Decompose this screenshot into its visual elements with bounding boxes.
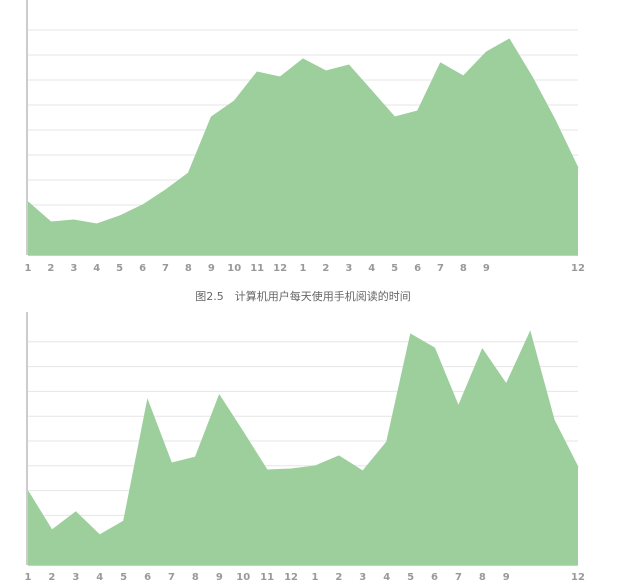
area-fill (28, 39, 578, 255)
x-tick-label: 7 (162, 263, 169, 274)
x-tick-label: 9 (503, 572, 510, 583)
x-tick-label: 3 (72, 572, 79, 583)
x-tick-label: 9 (483, 263, 490, 274)
x-tick-label: 6 (139, 263, 146, 274)
x-tick-label: 5 (116, 263, 123, 274)
area-line (27, 330, 579, 536)
x-tick-label: 6 (431, 572, 438, 583)
x-tick-label: 9 (208, 263, 215, 274)
x-tick-label: 5 (120, 572, 127, 583)
x-tick-label: 8 (479, 572, 486, 583)
x-tick-label: 3 (345, 263, 352, 274)
x-tick-label: 12 (284, 572, 298, 583)
x-tick-label: 1 (25, 263, 32, 274)
x-tick-label: 8 (185, 263, 192, 274)
x-tick-label: 8 (460, 263, 467, 274)
x-tick-label: 5 (407, 572, 414, 583)
x-tick-label: 2 (335, 572, 342, 583)
x-tick-label: 5 (391, 263, 398, 274)
x-tick-label: 7 (455, 572, 462, 583)
caption: 图2.5 计算机用户每天使用手机阅读的时间 (195, 289, 411, 303)
x-tick-label: 10 (227, 263, 241, 274)
x-tick-label: 1 (25, 572, 32, 583)
x-tick-label: 2 (48, 572, 55, 583)
x-tick-label: 12 (273, 263, 287, 274)
area-line (27, 38, 579, 225)
x-tick-label: 12 (571, 572, 585, 583)
area-fill (28, 331, 578, 565)
x-tick-label: 2 (322, 263, 329, 274)
x-tick-label: 10 (236, 572, 250, 583)
x-tick-label: 6 (414, 263, 421, 274)
x-tick-label: 2 (47, 263, 54, 274)
x-tick-label: 11 (260, 572, 274, 583)
x-tick-label: 4 (93, 263, 100, 274)
x-tick-label: 11 (250, 263, 264, 274)
x-tick-label: 1 (311, 572, 318, 583)
x-tick-label: 7 (437, 263, 444, 274)
x-tick-label: 3 (359, 572, 366, 583)
x-tick-label: 3 (70, 263, 77, 274)
x-tick-label: 4 (96, 572, 103, 583)
x-tick-label: 1 (300, 263, 307, 274)
x-tick-label: 6 (144, 572, 151, 583)
x-tick-label: 4 (368, 263, 375, 274)
x-tick-label: 9 (216, 572, 223, 583)
x-tick-label: 8 (192, 572, 199, 583)
x-tick-label: 12 (571, 263, 585, 274)
x-tick-label: 4 (383, 572, 390, 583)
x-tick-label: 7 (168, 572, 175, 583)
